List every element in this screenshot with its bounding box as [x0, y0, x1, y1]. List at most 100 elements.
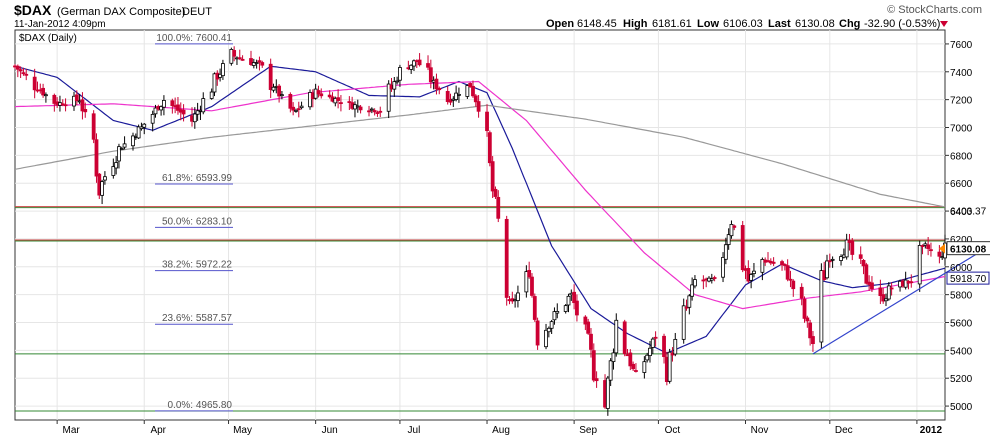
candle-body — [839, 256, 843, 261]
candle-body — [917, 245, 922, 285]
low-value: 6106.03 — [723, 18, 763, 30]
y-tick-label: 7600 — [950, 40, 973, 51]
candle-body — [41, 87, 45, 96]
candle-body — [926, 244, 931, 249]
candle-body — [162, 100, 166, 108]
candle-body — [80, 99, 85, 112]
candle-body — [336, 97, 341, 101]
candle-body — [280, 94, 284, 97]
candle-body — [634, 370, 638, 372]
low-label: Low — [697, 18, 719, 30]
candle-body — [552, 311, 557, 321]
candle-body — [136, 126, 141, 139]
candle-body — [555, 311, 560, 314]
candle-body — [209, 91, 214, 99]
last-price-label: 6130.08 — [950, 245, 987, 256]
candle-body — [611, 352, 616, 362]
candle-body — [417, 59, 422, 66]
candle-body — [608, 360, 613, 381]
candle-body — [170, 100, 175, 107]
candle-body — [212, 73, 217, 93]
candle-body — [355, 105, 360, 108]
candle-layer — [13, 46, 947, 416]
candle-body — [701, 279, 706, 282]
candle-body — [468, 83, 473, 88]
last-label: Last — [768, 18, 791, 30]
y-tick-label: 5600 — [950, 319, 973, 330]
candle-body — [920, 245, 925, 247]
candle-body — [473, 95, 478, 103]
chart-symbol: $DAX — [14, 2, 52, 18]
candle-body — [723, 244, 728, 260]
fib-label: 100.0%: 7600.41 — [156, 33, 232, 44]
candle-body — [251, 62, 256, 66]
candle-body — [150, 113, 155, 124]
candle-body — [937, 251, 942, 257]
axis-layer: 5000 5200 5400 5600 5800 6000 6200 6400 6600 6800… — [56, 40, 973, 436]
y-tick-label: 6000 — [950, 263, 973, 274]
candle-body — [91, 113, 96, 140]
candle-body — [903, 279, 908, 288]
candle-body — [142, 123, 147, 128]
fibonacci-layer: 100.0%: 7600.41 61.8%: 6593.99 50.0%: 6283… — [155, 33, 233, 412]
candle-body — [690, 284, 695, 297]
candle-body — [319, 93, 324, 97]
x-tick-label: May — [233, 425, 252, 436]
fib-label: 38.2%: 5972.22 — [162, 260, 232, 271]
candle-body — [15, 65, 20, 70]
candle-body — [785, 265, 790, 280]
candle-body — [487, 132, 492, 164]
candle-body — [591, 350, 596, 381]
candle-body — [589, 333, 593, 350]
candle-body — [884, 298, 888, 302]
trend-line — [812, 245, 990, 355]
candle-body — [844, 239, 849, 258]
candle-body — [490, 161, 495, 192]
candle-body — [622, 321, 627, 355]
candle-body — [496, 196, 501, 219]
candle-body — [524, 271, 529, 293]
candle-body — [386, 83, 391, 112]
candle-body — [294, 109, 298, 112]
candle-body — [268, 63, 273, 90]
candle-body — [830, 258, 835, 261]
candle-body — [181, 109, 186, 115]
y-tick-label: 5000 — [950, 402, 973, 413]
fib-label: 23.6%: 5587.57 — [162, 313, 232, 324]
fib-label: 0.0%: 4965.80 — [168, 400, 233, 411]
candle-body — [471, 85, 475, 97]
candle-body — [60, 103, 65, 106]
last-price-marker — [939, 243, 945, 254]
candle-body — [740, 225, 745, 271]
candle-body — [308, 92, 312, 108]
candle-body — [864, 264, 869, 284]
candle-body — [426, 63, 430, 68]
candle-body — [687, 295, 692, 308]
x-tick-label: Jun — [322, 425, 338, 436]
high-label: High — [623, 18, 648, 30]
candle-body — [445, 90, 450, 102]
candle-body — [153, 107, 158, 115]
candle-body — [139, 126, 144, 130]
candle-body — [583, 316, 588, 325]
candle-body — [428, 67, 433, 83]
candle-body — [221, 63, 225, 77]
candle-body — [614, 319, 619, 354]
candle-body — [825, 260, 829, 279]
x-tick-label: Oct — [665, 425, 681, 436]
candle-body — [693, 279, 697, 287]
candle-body — [653, 336, 658, 339]
open-value: 6148.45 — [577, 18, 617, 30]
x-tick-label: Nov — [751, 425, 769, 436]
candle-body — [122, 143, 127, 148]
candle-body — [83, 109, 88, 113]
watermark: © StockCharts.com — [887, 4, 982, 16]
open-label: Open — [546, 18, 574, 30]
ma-price-label: 5918.70 — [950, 274, 987, 285]
y-tick-label: 5400 — [950, 346, 973, 357]
candle-body — [119, 148, 124, 150]
candle-body — [811, 336, 815, 345]
trend-line-layer — [812, 245, 990, 355]
y-tick-label: 5800 — [950, 291, 973, 302]
candle-body — [827, 260, 832, 263]
